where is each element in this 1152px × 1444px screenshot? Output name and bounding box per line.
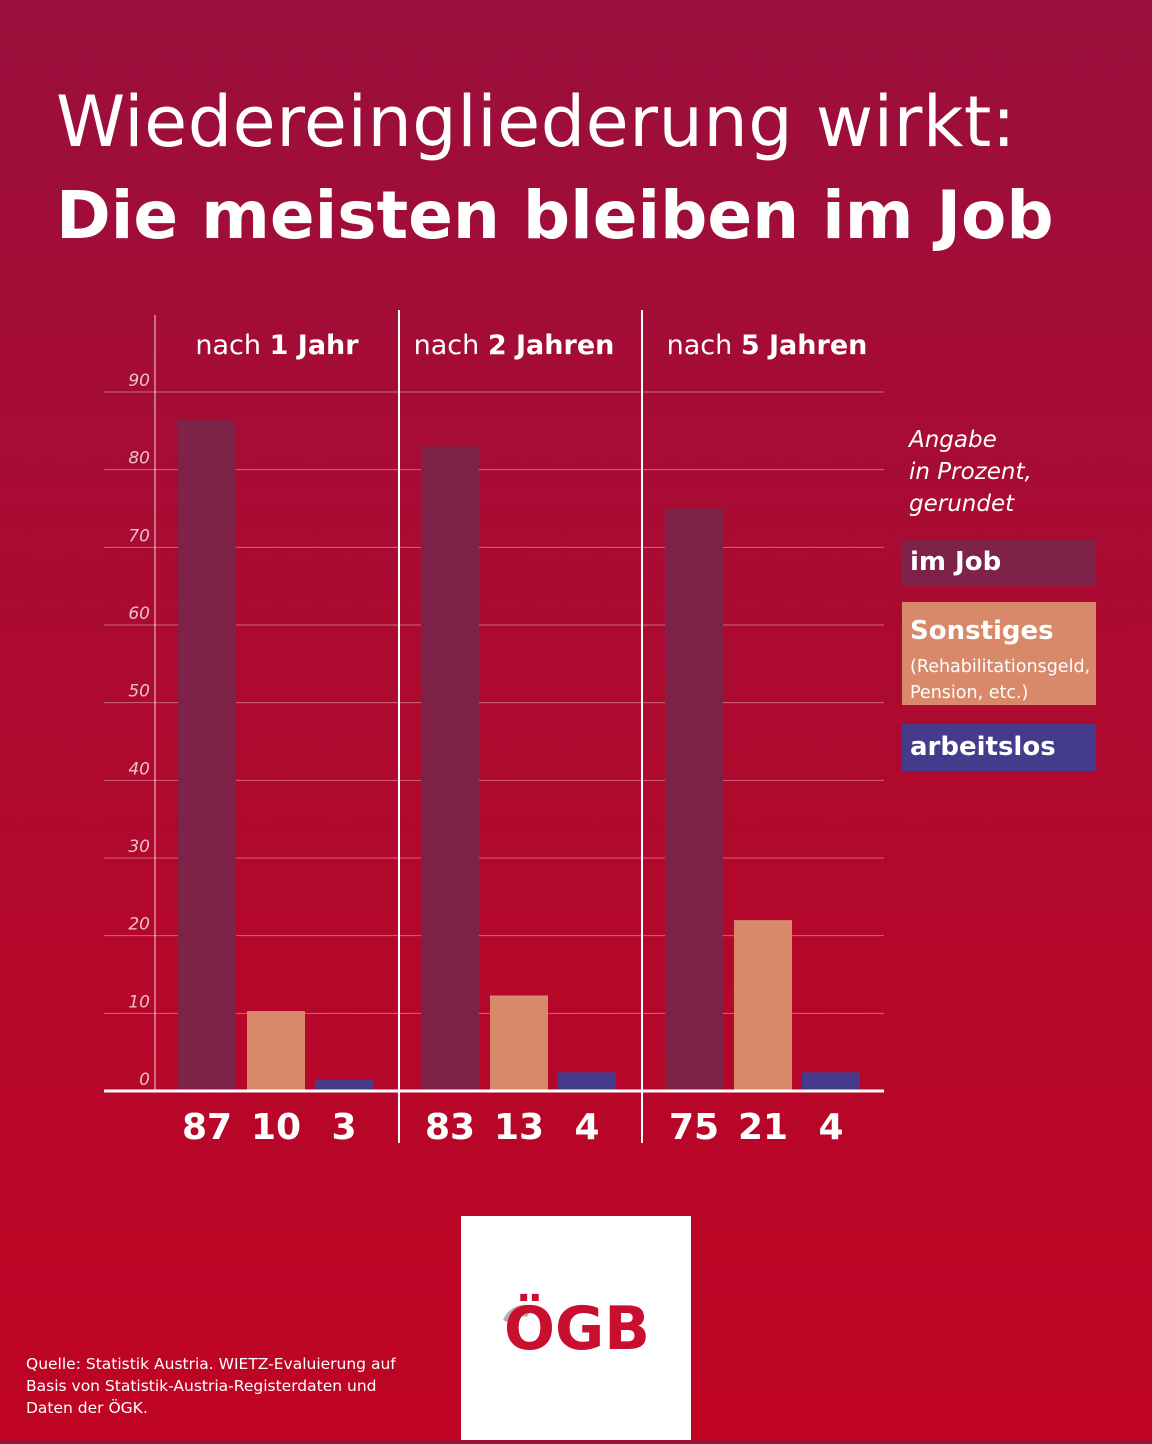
value-label-im-job-group-3: 75 bbox=[669, 1107, 719, 1148]
value-label-sonstiges-group-2: 13 bbox=[494, 1107, 544, 1148]
legend-item-im-job: im Job bbox=[902, 539, 1096, 586]
chart-title: Wiedereingliederung wirkt: Die meisten b… bbox=[56, 78, 1136, 258]
legend-label-sonstiges: Sonstiges bbox=[910, 616, 1054, 646]
y-tick-label-20: 20 bbox=[128, 915, 150, 935]
bar-im-job-group-3 bbox=[665, 508, 723, 1091]
bar-sonstiges-group-1 bbox=[247, 1011, 305, 1091]
period-label-3-bold: 5 Jahren bbox=[740, 330, 868, 361]
y-tick-label-80: 80 bbox=[128, 449, 150, 469]
y-tick-label-90: 90 bbox=[128, 371, 150, 391]
period-label-2: nach 2 Jahren bbox=[399, 326, 629, 366]
value-label-sonstiges-group-1: 10 bbox=[251, 1107, 301, 1148]
legend-item-arbeitslos: arbeitslos bbox=[902, 724, 1096, 771]
legend-label-im-job: im Job bbox=[910, 547, 1002, 577]
legend-item-sonstiges: Sonstiges (Rehabilitationsgeld, Pension,… bbox=[902, 602, 1096, 705]
bar-sonstiges-group-3 bbox=[734, 920, 792, 1091]
oegb-logo-mark: ÖGB bbox=[503, 1293, 650, 1364]
title-line-1: Wiedereingliederung wirkt: bbox=[56, 81, 1016, 163]
bar-arbeitslos-group-3 bbox=[802, 1072, 860, 1091]
bar-sonstiges-group-2 bbox=[490, 995, 548, 1091]
y-tick-label-70: 70 bbox=[128, 526, 150, 546]
bar-im-job-group-1 bbox=[178, 419, 236, 1091]
y-tick-label-50: 50 bbox=[128, 682, 150, 702]
bar-arbeitslos-group-2 bbox=[558, 1072, 616, 1091]
period-label-1-prefix: nach bbox=[195, 330, 270, 361]
y-tick-label-60: 60 bbox=[128, 604, 150, 624]
value-label-sonstiges-group-3: 21 bbox=[738, 1107, 788, 1148]
y-tick-label-40: 40 bbox=[128, 759, 150, 779]
y-tick-label-0: 0 bbox=[139, 1070, 150, 1090]
period-label-3-prefix: nach bbox=[666, 330, 741, 361]
logo-text: ÖGB bbox=[504, 1293, 650, 1364]
bar-arbeitslos-group-1 bbox=[315, 1080, 373, 1091]
value-label-arbeitslos-group-1: 3 bbox=[331, 1107, 356, 1148]
period-label-1-bold: 1 Jahr bbox=[269, 330, 359, 361]
y-tick-label-10: 10 bbox=[128, 992, 150, 1012]
period-label-2-prefix: nach bbox=[413, 330, 488, 361]
oegb-logo: ÖGB bbox=[461, 1216, 691, 1440]
logo-swoosh-icon bbox=[503, 1304, 533, 1324]
period-label-3: nach 5 Jahren bbox=[642, 326, 892, 366]
value-label-im-job-group-2: 83 bbox=[425, 1107, 475, 1148]
legend-label-arbeitslos: arbeitslos bbox=[910, 732, 1056, 762]
title-line-2: Die meisten bleiben im Job bbox=[56, 177, 1054, 254]
legend-sublabel-sonstiges: (Rehabilitationsgeld, Pension, etc.) bbox=[910, 657, 1091, 703]
source-note: Quelle: Statistik Austria. WIETZ-Evaluie… bbox=[26, 1355, 396, 1417]
value-label-arbeitslos-group-2: 4 bbox=[574, 1107, 599, 1148]
period-label-1: nach 1 Jahr bbox=[155, 326, 399, 366]
bar-im-job-group-2 bbox=[421, 446, 479, 1091]
period-label-2-bold: 2 Jahren bbox=[487, 330, 615, 361]
value-label-arbeitslos-group-3: 4 bbox=[818, 1107, 843, 1148]
y-tick-label-30: 30 bbox=[128, 837, 150, 857]
value-label-im-job-group-1: 87 bbox=[182, 1107, 232, 1148]
legend-note: Angabe in Prozent, gerundet bbox=[909, 427, 1032, 517]
